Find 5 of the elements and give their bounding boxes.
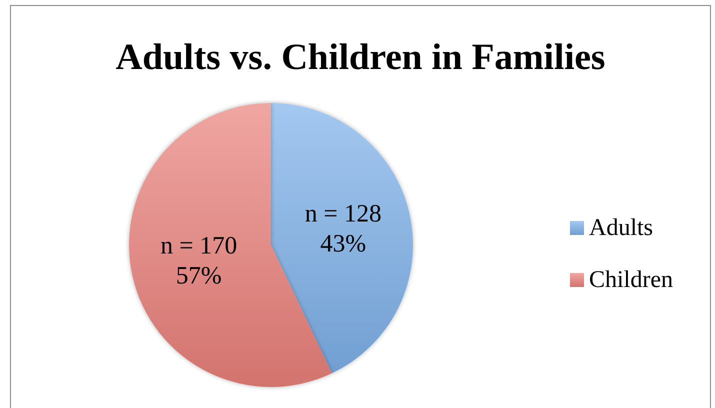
data-label: n = 170 57% [160, 232, 238, 290]
legend-label: Adults [589, 215, 654, 241]
legend-label: Children [589, 267, 673, 293]
data-label: n = 128 43% [304, 200, 382, 258]
chart-title: Adults vs. Children in Families [116, 37, 606, 78]
